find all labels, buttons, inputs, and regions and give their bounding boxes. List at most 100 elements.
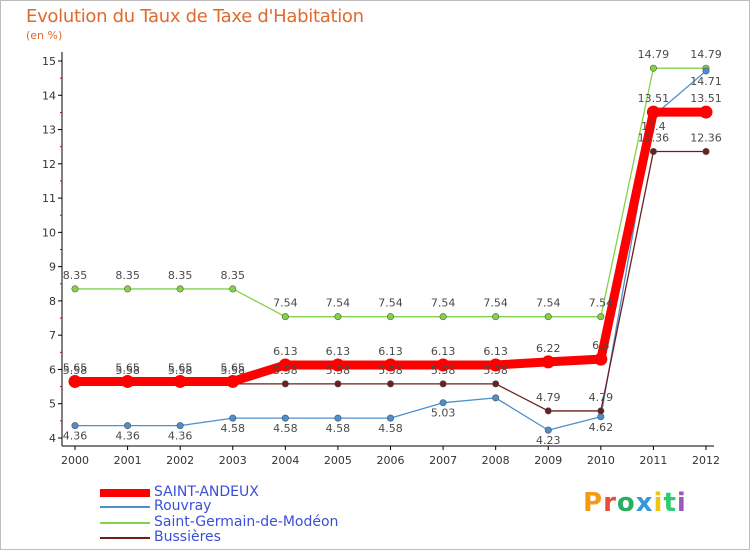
x-tick-label: 2004 <box>271 454 299 467</box>
data-label: 8.35 <box>221 269 246 282</box>
data-label: 4.36 <box>115 430 140 443</box>
data-point <box>489 358 503 372</box>
data-label: 4.23 <box>536 434 561 447</box>
data-point <box>492 394 500 402</box>
data-point <box>71 285 79 293</box>
data-point <box>176 422 184 430</box>
data-label: 5.58 <box>168 364 193 377</box>
data-point <box>124 422 132 430</box>
y-tick-label: 12 <box>42 158 56 171</box>
logo-letter: i <box>676 488 687 518</box>
data-label: 6.13 <box>326 345 351 358</box>
data-point <box>386 313 394 321</box>
y-tick-label: 7 <box>49 329 56 342</box>
data-label: 4.58 <box>326 422 351 435</box>
y-tick-label: 6 <box>49 363 56 376</box>
data-label: 5.58 <box>431 364 456 377</box>
data-label: 4.79 <box>536 391 561 404</box>
data-label: 8.35 <box>63 269 88 282</box>
legend-label: SAINT-ANDEUX <box>154 484 259 500</box>
data-point <box>544 426 552 434</box>
data-label: 7.54 <box>431 297 456 310</box>
data-label: 6.13 <box>378 345 403 358</box>
data-label: 5.58 <box>326 364 351 377</box>
data-label: 4.58 <box>221 422 246 435</box>
chart-title: Evolution du Taux de Taxe d'Habitation <box>26 6 364 27</box>
data-label: 6.22 <box>536 342 561 355</box>
data-point <box>281 313 289 321</box>
x-tick-label: 2005 <box>324 454 352 467</box>
data-point <box>439 313 447 321</box>
x-tick-label: 2002 <box>166 454 194 467</box>
y-tick-label: 9 <box>49 261 56 274</box>
y-tick-label: 11 <box>42 192 56 205</box>
data-label: 4.58 <box>273 422 298 435</box>
data-label: 14.71 <box>690 75 722 88</box>
data-point <box>439 399 447 407</box>
data-label: 5.58 <box>483 364 508 377</box>
y-tick-label: 4 <box>49 432 56 445</box>
data-label: 13.51 <box>690 92 722 105</box>
x-tick-label: 2006 <box>377 454 405 467</box>
legend-label: Saint-Germain-de-Modéon <box>154 514 339 530</box>
data-point <box>386 414 394 422</box>
x-tick-label: 2011 <box>639 454 667 467</box>
logo-letter: x <box>635 488 654 518</box>
data-label: 7.54 <box>536 297 561 310</box>
data-label: 5.58 <box>115 364 140 377</box>
data-label: 5.58 <box>378 364 403 377</box>
legend-swatch <box>100 537 150 539</box>
x-tick-label: 2010 <box>587 454 615 467</box>
data-point <box>649 64 657 72</box>
data-point <box>649 147 657 155</box>
chart-unit: (en %) <box>26 29 63 42</box>
x-tick-label: 2000 <box>61 454 89 467</box>
data-point <box>176 285 184 293</box>
data-label: 12.36 <box>690 131 722 144</box>
data-label: 5.03 <box>431 407 456 420</box>
data-label: 5.58 <box>63 364 88 377</box>
proxiti-logo: Proxiti <box>583 488 687 518</box>
legend-swatch <box>100 522 150 524</box>
data-point <box>699 105 713 119</box>
data-label: 14.79 <box>690 48 722 61</box>
data-point <box>386 380 394 388</box>
data-label: 7.54 <box>483 297 508 310</box>
x-tick-label: 2007 <box>429 454 457 467</box>
data-label: 13.51 <box>638 92 670 105</box>
x-tick-label: 2012 <box>692 454 720 467</box>
data-point <box>281 380 289 388</box>
y-tick-label: 13 <box>42 124 56 137</box>
logo-letter: P <box>583 488 604 518</box>
x-tick-label: 2009 <box>534 454 562 467</box>
data-label: 6.13 <box>431 345 456 358</box>
data-label: 13.4 <box>641 120 666 133</box>
data-label: 6.3 <box>592 339 610 352</box>
data-point <box>281 414 289 422</box>
data-point <box>436 358 450 372</box>
data-point <box>544 313 552 321</box>
data-label: 8.35 <box>168 269 193 282</box>
data-point <box>278 358 292 372</box>
data-point <box>541 355 555 369</box>
y-tick-label: 15 <box>42 55 56 68</box>
x-tick-label: 2003 <box>219 454 247 467</box>
data-point <box>334 380 342 388</box>
data-point <box>597 413 605 421</box>
data-point <box>597 313 605 321</box>
data-label: 12.36 <box>638 131 670 144</box>
data-point <box>226 374 240 388</box>
x-tick-label: 2008 <box>482 454 510 467</box>
data-label: 14.79 <box>638 48 670 61</box>
data-label: 5.65 <box>115 361 140 374</box>
data-point <box>173 374 187 388</box>
data-label: 4.36 <box>63 430 88 443</box>
data-point <box>702 147 710 155</box>
data-label: 4.36 <box>168 430 193 443</box>
data-label: 6.13 <box>483 345 508 358</box>
y-tick-label: 10 <box>42 226 56 239</box>
y-tick-label: 5 <box>49 398 56 411</box>
data-point <box>702 67 710 75</box>
data-label: 7.54 <box>273 297 298 310</box>
